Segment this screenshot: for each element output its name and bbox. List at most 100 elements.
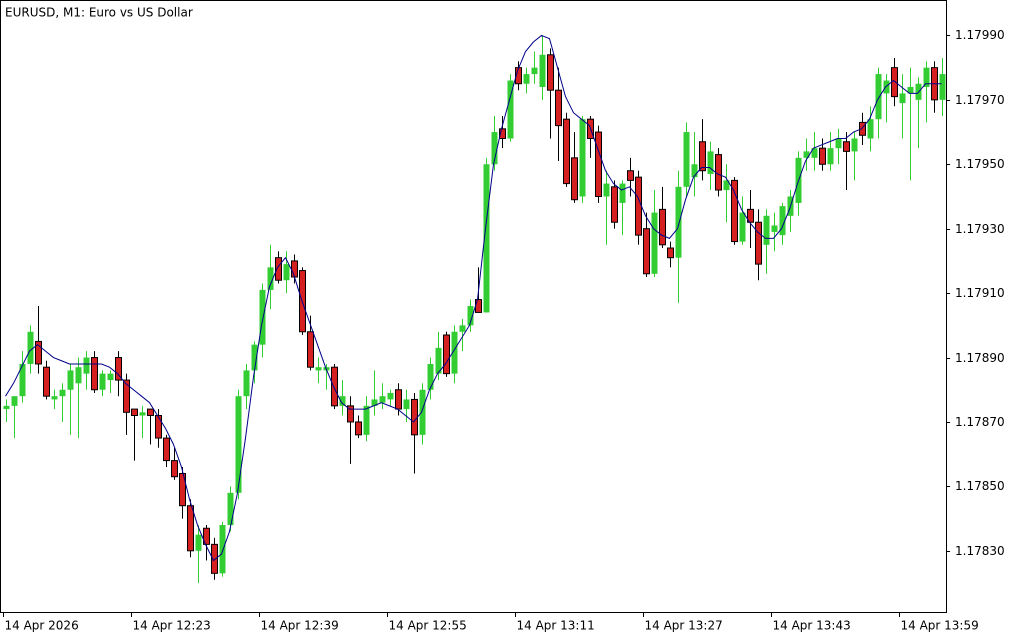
candle-body bbox=[435, 347, 442, 374]
candle-body bbox=[707, 151, 714, 174]
candle-body bbox=[147, 408, 154, 417]
candle-body bbox=[307, 331, 314, 368]
candle-body bbox=[259, 289, 266, 345]
candle-body bbox=[243, 370, 250, 397]
candle-body bbox=[747, 208, 754, 223]
candle-body bbox=[563, 118, 570, 185]
y-tick-label: 1.17850 bbox=[955, 479, 1005, 493]
candle-body bbox=[67, 370, 74, 390]
candle-body bbox=[939, 74, 946, 100]
candle-body bbox=[611, 186, 618, 223]
candle-body bbox=[731, 179, 738, 243]
candle-body bbox=[459, 325, 466, 332]
y-tick-label: 1.17890 bbox=[955, 351, 1005, 365]
x-tick-label: 14 Apr 13:11 bbox=[517, 619, 595, 633]
candle-body bbox=[187, 505, 194, 552]
candle-body bbox=[755, 221, 762, 265]
candle-body bbox=[507, 80, 514, 139]
candle-body bbox=[91, 357, 98, 391]
candle-body bbox=[403, 399, 410, 410]
y-tick-label: 1.17970 bbox=[955, 93, 1005, 107]
candle-body bbox=[619, 183, 626, 203]
x-tick-label: 14 Apr 13:43 bbox=[773, 619, 851, 633]
candle-body bbox=[411, 398, 418, 436]
candle-body bbox=[539, 54, 546, 87]
x-tick-label: 14 Apr 13:27 bbox=[645, 619, 723, 633]
candle-body bbox=[235, 396, 242, 493]
candle-body bbox=[691, 164, 698, 178]
candle-body bbox=[75, 367, 82, 384]
candle-body bbox=[859, 121, 866, 136]
candle-body bbox=[395, 389, 402, 410]
candle-body bbox=[179, 472, 186, 507]
candle-body bbox=[451, 331, 458, 374]
candle-body bbox=[219, 525, 226, 574]
x-tick-label: 14 Apr 12:55 bbox=[389, 619, 467, 633]
plot-frame bbox=[0, 0, 947, 613]
candle-body bbox=[635, 176, 642, 236]
candle-body bbox=[723, 180, 730, 191]
candle-body bbox=[427, 363, 434, 390]
candle-body bbox=[531, 67, 538, 75]
candle-body bbox=[907, 86, 914, 94]
y-tick-label: 1.17910 bbox=[955, 286, 1005, 300]
candle-body bbox=[851, 138, 858, 152]
candle-body bbox=[155, 415, 162, 439]
candle-body bbox=[251, 344, 258, 371]
candle-body bbox=[163, 437, 170, 462]
candle-body bbox=[107, 373, 114, 381]
x-tick-label: 14 Apr 13:59 bbox=[901, 619, 979, 633]
candle-body bbox=[779, 206, 786, 236]
candle-body bbox=[675, 186, 682, 258]
candle-body bbox=[667, 247, 674, 259]
candle-body bbox=[379, 396, 386, 403]
candle-body bbox=[51, 396, 58, 400]
candle-body bbox=[3, 405, 10, 410]
candle-body bbox=[419, 389, 426, 435]
x-tick-label: 14 Apr 12:39 bbox=[261, 619, 339, 633]
candle-body bbox=[891, 67, 898, 98]
candle-body bbox=[683, 132, 690, 187]
candle-body bbox=[203, 527, 210, 545]
candle-body bbox=[659, 208, 666, 246]
candle-body bbox=[579, 119, 586, 197]
y-tick-label: 1.17930 bbox=[955, 222, 1005, 236]
candle-body bbox=[291, 260, 298, 278]
candle-body bbox=[651, 212, 658, 274]
candle-body bbox=[275, 257, 282, 281]
candle-body bbox=[227, 492, 234, 526]
candle-body bbox=[883, 80, 890, 94]
candle-body bbox=[571, 157, 578, 201]
candle-body bbox=[867, 119, 874, 139]
candle-body bbox=[331, 366, 338, 407]
candle-body bbox=[83, 357, 90, 374]
candle-body bbox=[283, 264, 290, 281]
candle-body bbox=[923, 67, 930, 87]
candle-body bbox=[139, 412, 146, 416]
candle-body bbox=[371, 399, 378, 406]
candle-body bbox=[35, 340, 42, 365]
candle-body bbox=[467, 306, 474, 326]
chart-title: EURUSD, M1: Euro vs US Dollar bbox=[5, 6, 193, 20]
candle-body bbox=[547, 54, 554, 91]
candle-body bbox=[627, 170, 634, 181]
candle-body bbox=[835, 138, 842, 149]
candle-body bbox=[523, 74, 530, 84]
x-tick-label: 14 Apr 12:23 bbox=[133, 619, 211, 633]
candle-body bbox=[211, 543, 218, 574]
y-tick-label: 1.17950 bbox=[955, 157, 1005, 171]
candle-body bbox=[763, 215, 770, 245]
candle-body bbox=[131, 408, 138, 417]
candle-body bbox=[19, 363, 26, 397]
candle-body bbox=[43, 366, 50, 397]
candle-body bbox=[819, 147, 826, 165]
moving-average bbox=[5, 34, 942, 562]
candle-body bbox=[811, 148, 818, 158]
candle-body bbox=[555, 89, 562, 127]
candle-body bbox=[499, 128, 506, 140]
candle-body bbox=[27, 331, 34, 364]
candle-body bbox=[99, 373, 106, 390]
candle-body bbox=[123, 379, 130, 413]
candle-body bbox=[827, 148, 834, 165]
candle-body bbox=[171, 460, 178, 478]
